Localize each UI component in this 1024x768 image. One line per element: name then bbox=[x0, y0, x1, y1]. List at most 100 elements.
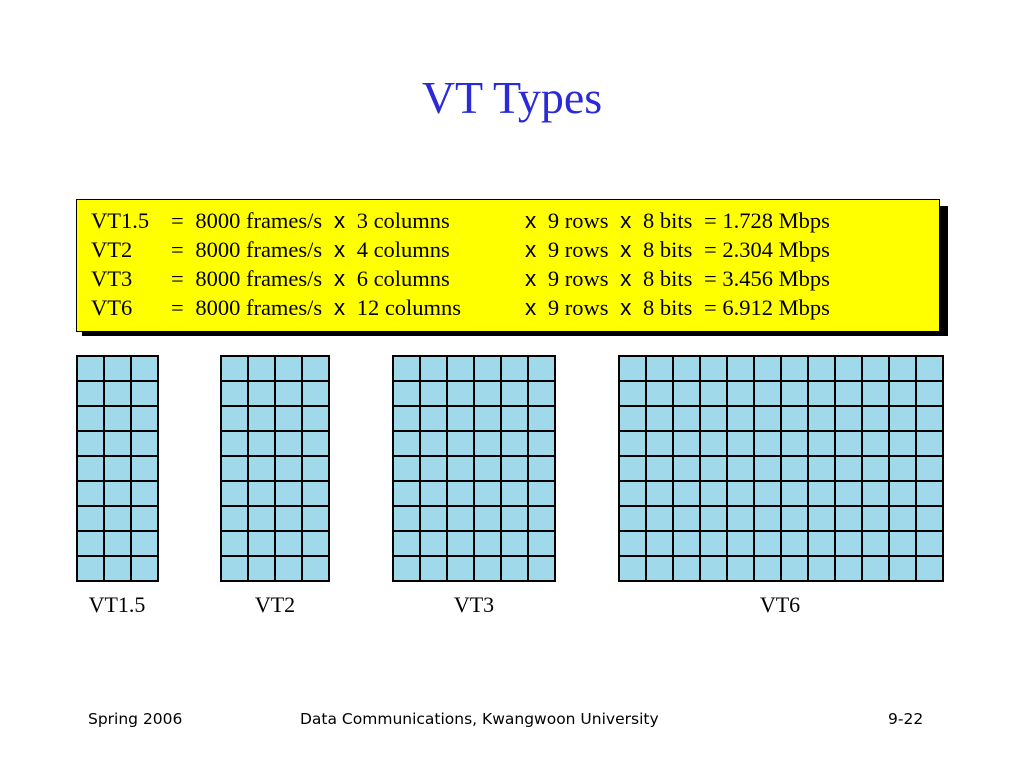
grid-cell bbox=[475, 432, 500, 455]
formula-line-vt1-5: VT1.5 = 8000 frames/s x 3 columns x 9 ro… bbox=[91, 206, 931, 235]
grid-cell bbox=[728, 457, 753, 480]
formula-result: = 1.728 Mbps bbox=[704, 208, 830, 233]
multiply-sign: x bbox=[525, 208, 537, 233]
grid-cell bbox=[755, 532, 780, 555]
grid-cell bbox=[105, 432, 130, 455]
grid-cell bbox=[701, 432, 726, 455]
grid-cell bbox=[222, 457, 247, 480]
formula-line-vt2: VT2 = 8000 frames/s x 4 columns x 9 rows… bbox=[91, 235, 931, 264]
grid-cell bbox=[249, 532, 274, 555]
grid-cell bbox=[276, 357, 301, 380]
grid-cell bbox=[701, 457, 726, 480]
grid-cell bbox=[755, 482, 780, 505]
grid-cell bbox=[917, 382, 942, 405]
grid-cell bbox=[863, 457, 888, 480]
grid-cell bbox=[782, 532, 807, 555]
grid-cell bbox=[701, 507, 726, 530]
grid-cell bbox=[647, 557, 672, 580]
grid-cell bbox=[728, 557, 753, 580]
grid-cell bbox=[421, 557, 446, 580]
grid-cell bbox=[890, 382, 915, 405]
formula-rate: 8000 frames/s bbox=[195, 266, 323, 291]
grid-cell bbox=[863, 482, 888, 505]
vt1-5-grid bbox=[76, 355, 159, 582]
grid-cell bbox=[647, 382, 672, 405]
grid-cell bbox=[421, 507, 446, 530]
multiply-sign: x bbox=[525, 266, 537, 291]
grid-cell bbox=[421, 482, 446, 505]
grid-cell bbox=[755, 382, 780, 405]
formula-rate: 8000 frames/s bbox=[195, 208, 323, 233]
formula-equals: = bbox=[171, 208, 184, 233]
grid-cell bbox=[105, 457, 130, 480]
grid-cell bbox=[394, 482, 419, 505]
grid-cell bbox=[674, 457, 699, 480]
grid-cell bbox=[448, 432, 473, 455]
grid-cell bbox=[890, 432, 915, 455]
grid-cell bbox=[620, 532, 645, 555]
grid-cell bbox=[647, 357, 672, 380]
grid-cell bbox=[448, 457, 473, 480]
grid-cell bbox=[755, 507, 780, 530]
formula-line-vt3: VT3 = 8000 frames/s x 6 columns x 9 rows… bbox=[91, 264, 931, 293]
grid-cell bbox=[303, 357, 328, 380]
grid-cell bbox=[276, 507, 301, 530]
grid-cell bbox=[132, 482, 157, 505]
grid-cell bbox=[276, 432, 301, 455]
grid-cell bbox=[394, 382, 419, 405]
grid-cell bbox=[78, 532, 103, 555]
grid-cell bbox=[132, 432, 157, 455]
formula-rows: 9 rows bbox=[547, 295, 609, 320]
grid-cell bbox=[890, 557, 915, 580]
formula-equation: = 8000 frames/s x 6 columns bbox=[171, 264, 456, 293]
grid-cell bbox=[529, 482, 554, 505]
grid-cell bbox=[448, 532, 473, 555]
grid-cell bbox=[475, 507, 500, 530]
grid-cell bbox=[303, 532, 328, 555]
grid-cell bbox=[276, 457, 301, 480]
grid-cell bbox=[890, 407, 915, 430]
multiply-sign: x bbox=[525, 295, 537, 320]
grid-cell bbox=[222, 407, 247, 430]
grid-cell bbox=[448, 557, 473, 580]
grid-cell bbox=[529, 557, 554, 580]
grid-cell bbox=[917, 557, 942, 580]
formula-equals: = bbox=[171, 237, 184, 262]
grid-cell bbox=[303, 382, 328, 405]
grid-cell bbox=[674, 357, 699, 380]
grid-cell bbox=[620, 457, 645, 480]
grid-cell bbox=[836, 482, 861, 505]
grid-cell bbox=[222, 557, 247, 580]
grid-cell bbox=[132, 382, 157, 405]
grid-cell bbox=[249, 507, 274, 530]
grid-cell bbox=[303, 557, 328, 580]
grid-cell bbox=[863, 407, 888, 430]
grid-cell bbox=[502, 482, 527, 505]
grid-cell bbox=[836, 357, 861, 380]
grid-cell bbox=[809, 482, 834, 505]
grid-cell bbox=[502, 507, 527, 530]
grid-cell bbox=[475, 482, 500, 505]
grid-cell bbox=[917, 482, 942, 505]
grid-cell bbox=[249, 357, 274, 380]
grid-cell bbox=[674, 532, 699, 555]
grid-cell bbox=[836, 532, 861, 555]
formula-columns: 12 columns bbox=[356, 295, 462, 320]
formula-columns: 4 columns bbox=[356, 237, 450, 262]
vt6-label: VT6 bbox=[759, 592, 801, 617]
grid-cell bbox=[222, 432, 247, 455]
grid-cell bbox=[78, 407, 103, 430]
footer-course: Data Communications, Kwangwoon Universit… bbox=[300, 710, 659, 728]
grid-cell bbox=[809, 357, 834, 380]
grid-cell bbox=[674, 507, 699, 530]
grid-cell bbox=[78, 507, 103, 530]
grid-cell bbox=[78, 382, 103, 405]
grid-cell bbox=[132, 557, 157, 580]
grid-cell bbox=[728, 482, 753, 505]
formula-vt-name: VT2 bbox=[91, 237, 133, 262]
grid-cell bbox=[502, 432, 527, 455]
grid-cell bbox=[529, 507, 554, 530]
grid-cell bbox=[728, 507, 753, 530]
grid-cell bbox=[475, 557, 500, 580]
footer-date: Spring 2006 bbox=[88, 710, 183, 728]
